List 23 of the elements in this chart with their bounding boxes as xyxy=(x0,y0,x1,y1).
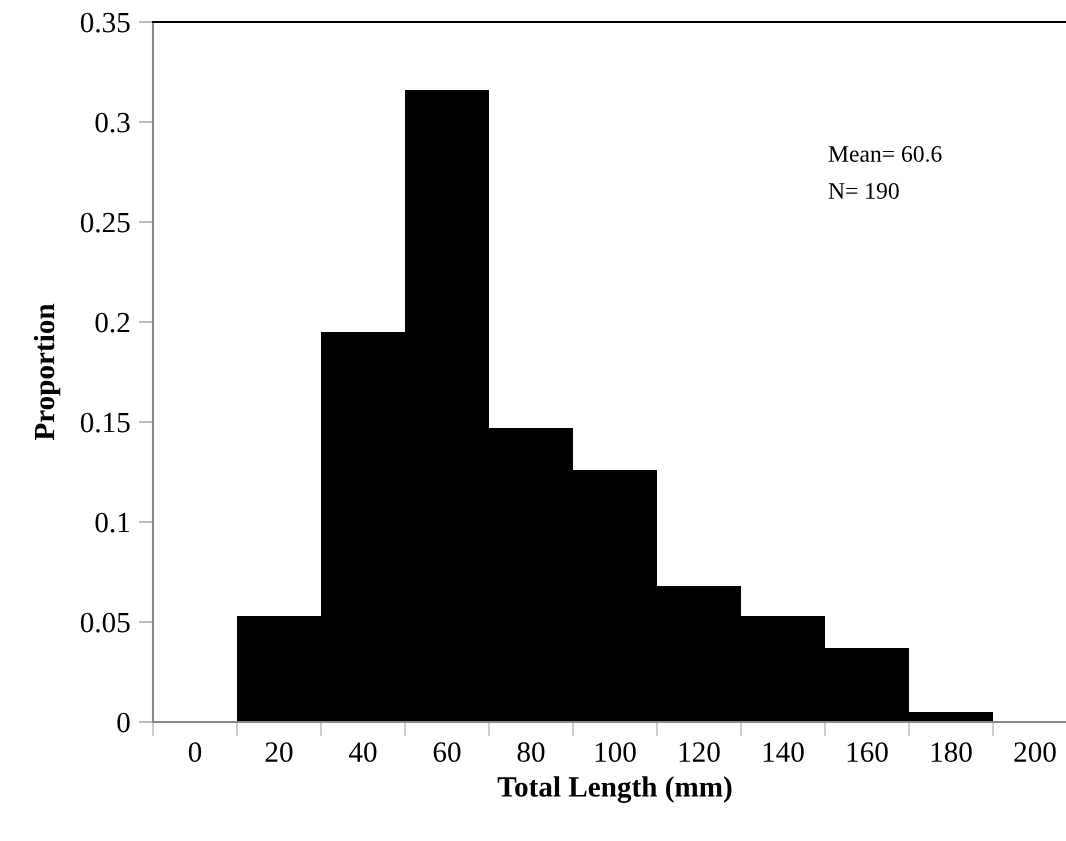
x-axis-title: Total Length (mm) xyxy=(497,776,732,803)
y-tick-label: 0.3 xyxy=(95,112,130,133)
x-tick-label: 120 xyxy=(679,742,720,762)
y-axis-title: Proportion xyxy=(33,303,61,441)
x-tick-label: 140 xyxy=(763,742,804,762)
y-tick-label: 0 xyxy=(117,712,130,733)
y-tick-label: 0.35 xyxy=(80,12,130,33)
x-tick-label: 20 xyxy=(265,742,293,762)
x-tick-label: 160 xyxy=(847,742,888,762)
x-tick-label: 60 xyxy=(433,742,461,762)
x-tick-label: 40 xyxy=(348,742,377,762)
y-tick-label: 0.1 xyxy=(95,512,130,533)
y-tick-label: 0.2 xyxy=(95,312,130,333)
x-tick-label: 100 xyxy=(595,742,636,762)
annotation: N= 190 xyxy=(828,182,899,199)
annotation: Mean= 60.6 xyxy=(828,145,942,163)
x-tick-label: 0 xyxy=(188,742,202,762)
x-tick-label: 180 xyxy=(931,742,972,762)
y-tick-label: 0.25 xyxy=(80,212,130,233)
y-tick-label: 0.05 xyxy=(80,612,130,633)
y-tick-label: 0.15 xyxy=(80,412,130,433)
x-tick-label: 80 xyxy=(517,742,545,762)
x-tick-label: 200 xyxy=(1014,742,1056,762)
